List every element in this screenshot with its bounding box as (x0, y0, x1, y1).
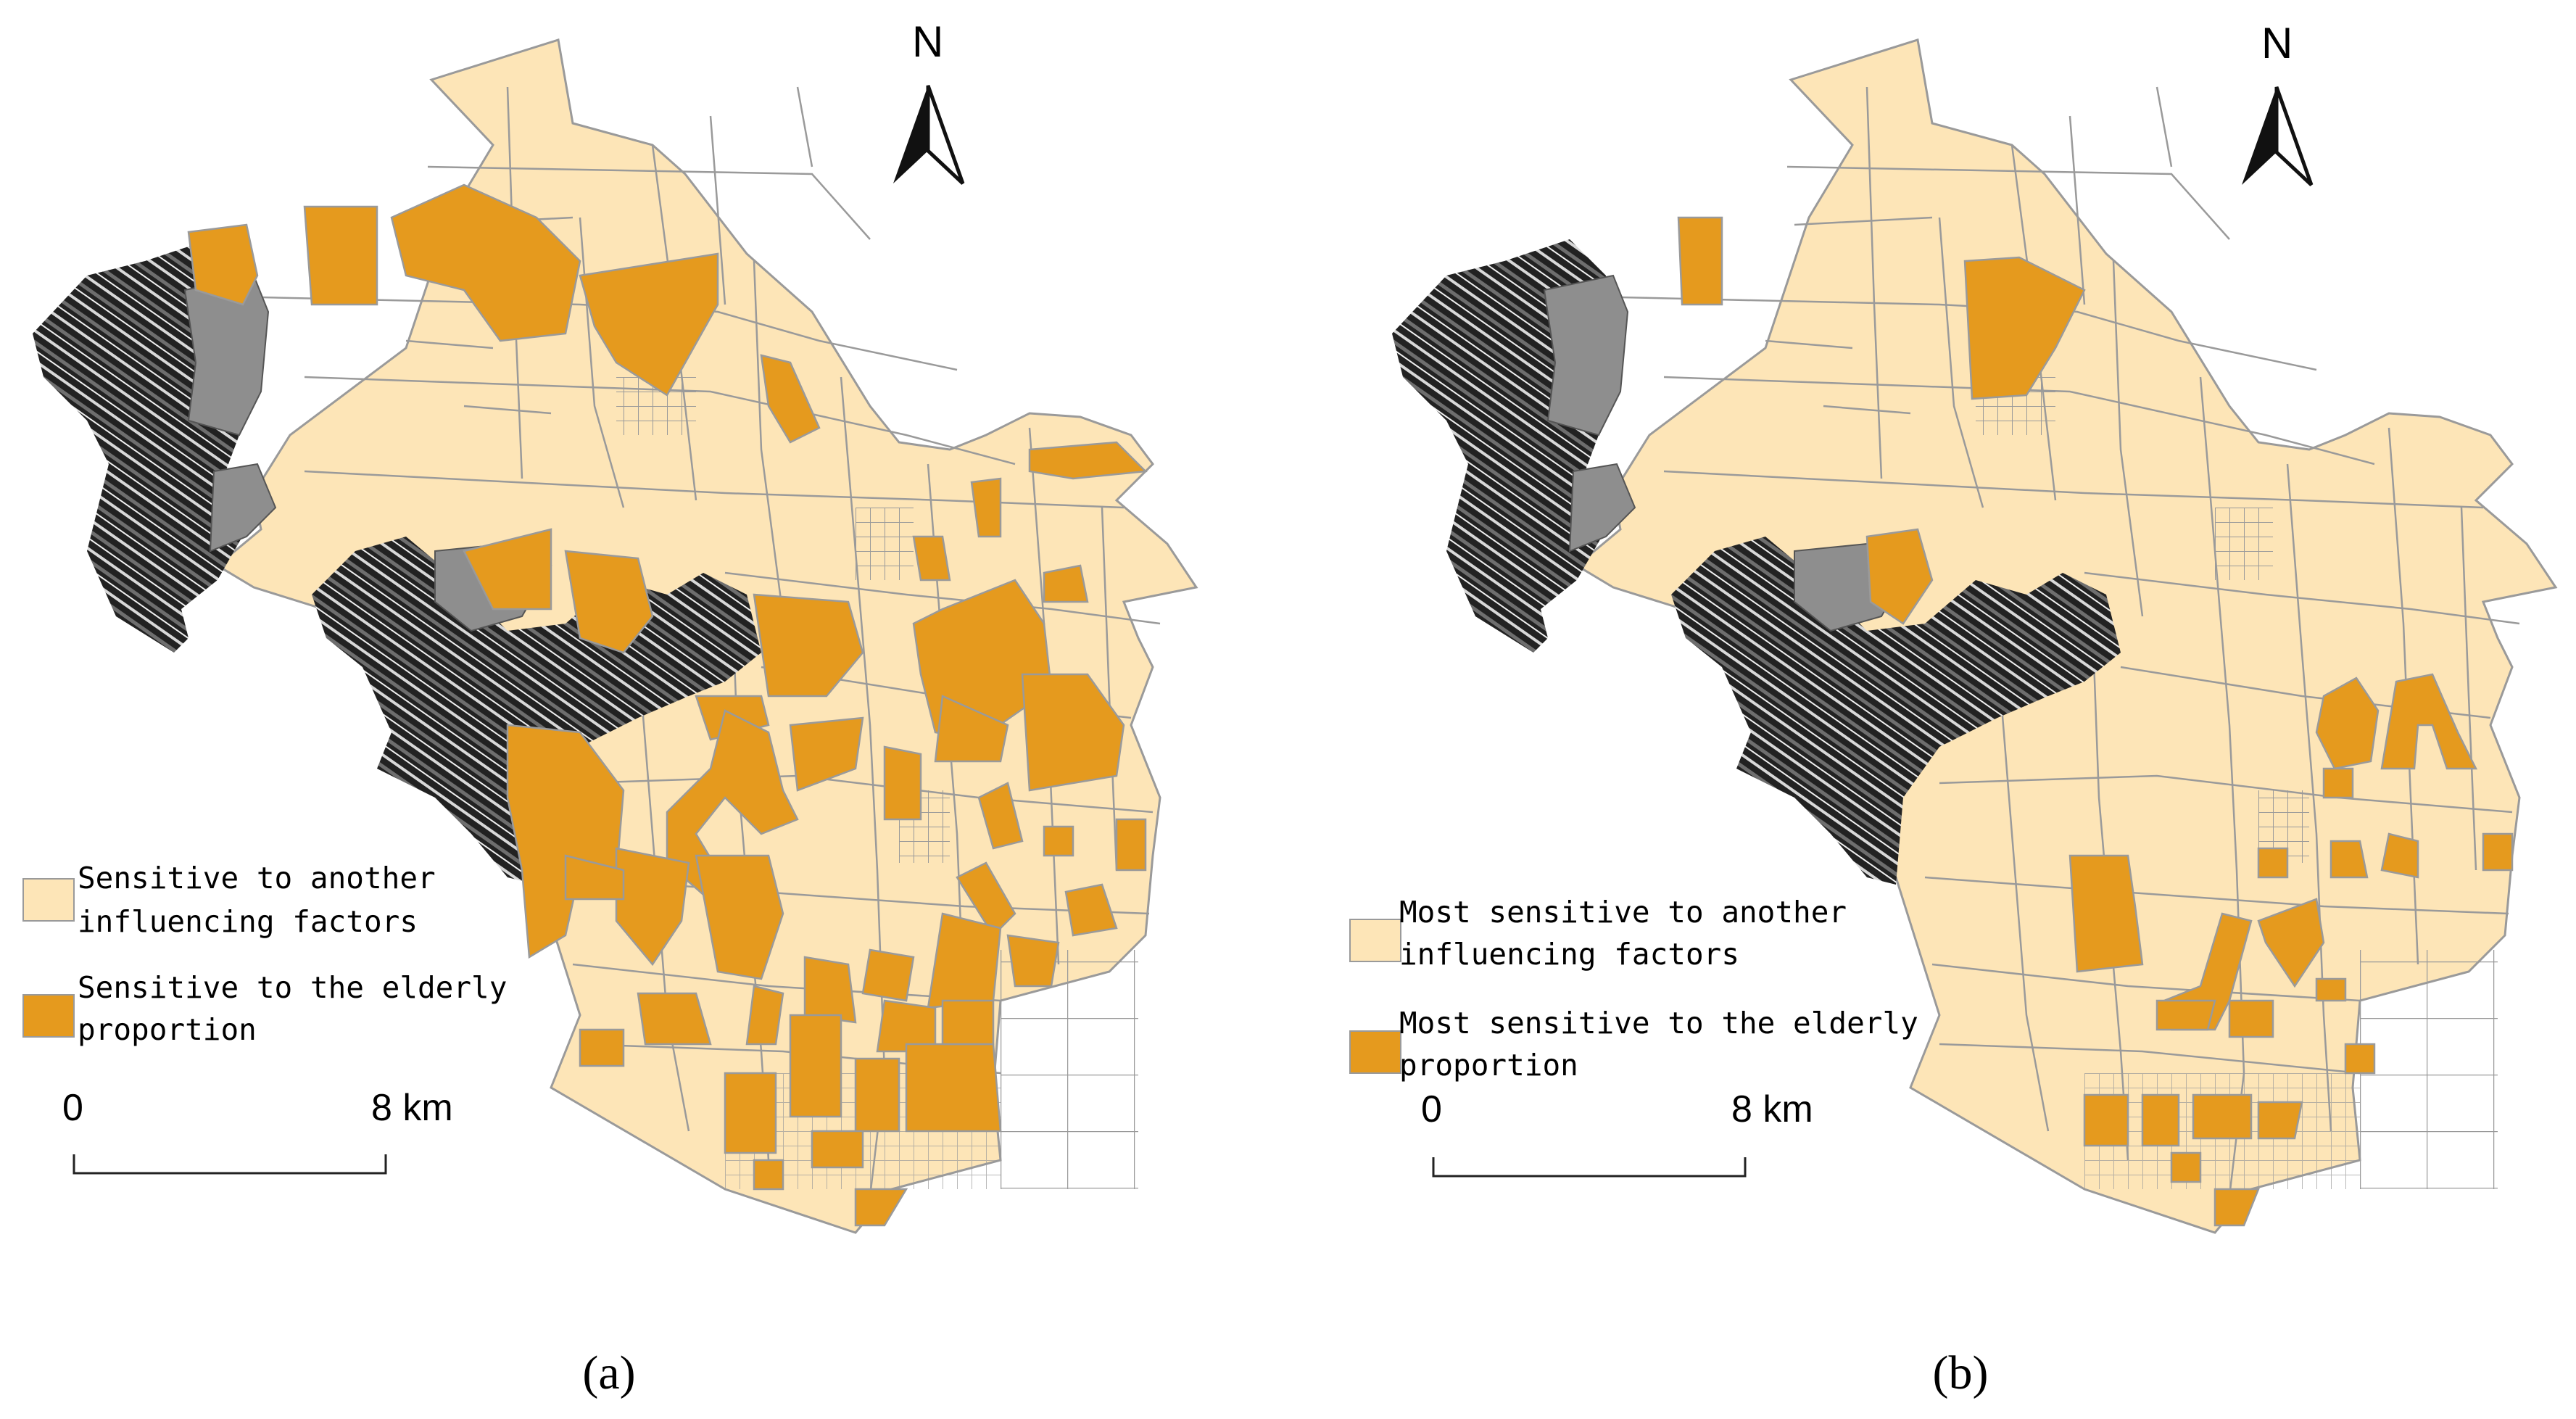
legend-b: Most sensitive to another influencing fa… (1349, 895, 1918, 1083)
scale-bar-a: 0 8 km (62, 1087, 453, 1175)
legend-label-other-line2-b: influencing factors (1399, 937, 1739, 972)
scale-bar-end-label-b: 8 km (1731, 1088, 1813, 1130)
panel-a: Sensitive to another influencing factors… (22, 17, 1198, 1399)
scale-bar-start-label-b: 0 (1421, 1088, 1442, 1130)
elderly-districts-b (1677, 216, 2514, 1227)
north-label-a: N (912, 17, 943, 66)
legend-label-elderly-line2-a: proportion (78, 1012, 257, 1047)
legend-label-elderly-line1-a: Sensitive to the elderly (78, 970, 507, 1005)
panel-caption-a: (a) (582, 1346, 635, 1399)
scale-bar-b: 0 8 km (1421, 1088, 1813, 1178)
panel-b: Most sensitive to another influencing fa… (1349, 19, 2557, 1399)
legend-label-other-line1-b: Most sensitive to another (1399, 895, 1847, 930)
north-arrow-icon-b (2242, 87, 2311, 185)
legend-label-elderly-line1-b: Most sensitive to the elderly (1399, 1006, 1918, 1041)
north-arrow-icon-a (893, 86, 963, 183)
legend-a: Sensitive to another influencing factors… (22, 861, 507, 1047)
legend-swatch-other-a (22, 878, 75, 922)
legend-swatch-other-b (1349, 919, 1401, 962)
legend-label-other-line1-a: Sensitive to another (78, 861, 436, 895)
scale-bar-start-label-a: 0 (62, 1087, 83, 1129)
legend-swatch-elderly-b (1349, 1030, 1401, 1074)
legend-swatch-elderly-a (22, 994, 75, 1038)
north-arrow-b: N (2242, 19, 2311, 185)
panel-caption-b: (b) (1933, 1346, 1989, 1399)
legend-label-elderly-line2-b: proportion (1399, 1048, 1578, 1083)
legend-label-other-line2-a: influencing factors (78, 904, 418, 939)
map-b (1391, 38, 2557, 1234)
map-a (31, 38, 1198, 1234)
north-label-b: N (2261, 19, 2293, 67)
north-arrow-a: N (893, 17, 963, 183)
scale-bar-end-label-a: 8 km (371, 1087, 453, 1129)
elderly-districts-a (187, 183, 1148, 1227)
